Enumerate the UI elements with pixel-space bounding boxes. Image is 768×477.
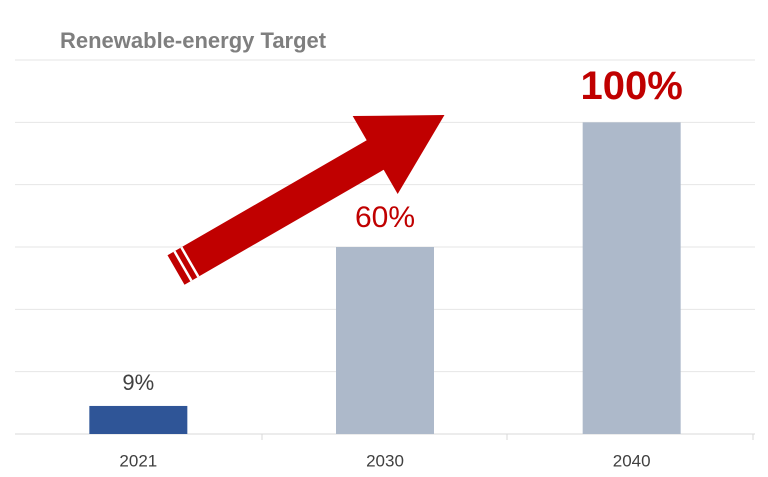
x-tick-label: 2030 bbox=[366, 451, 404, 470]
x-tick-label: 2021 bbox=[119, 451, 157, 470]
category-separators bbox=[261, 434, 754, 440]
bar bbox=[336, 247, 434, 434]
trend-arrow bbox=[167, 115, 445, 285]
x-tick-label: 2040 bbox=[613, 451, 651, 470]
bar bbox=[89, 405, 188, 434]
chart-title: Renewable-energy Target bbox=[60, 28, 327, 53]
bar bbox=[582, 122, 681, 434]
value-label: 9% bbox=[122, 370, 154, 395]
value-label: 60% bbox=[355, 201, 415, 234]
value-label: 100% bbox=[581, 64, 683, 108]
bars bbox=[89, 122, 681, 434]
